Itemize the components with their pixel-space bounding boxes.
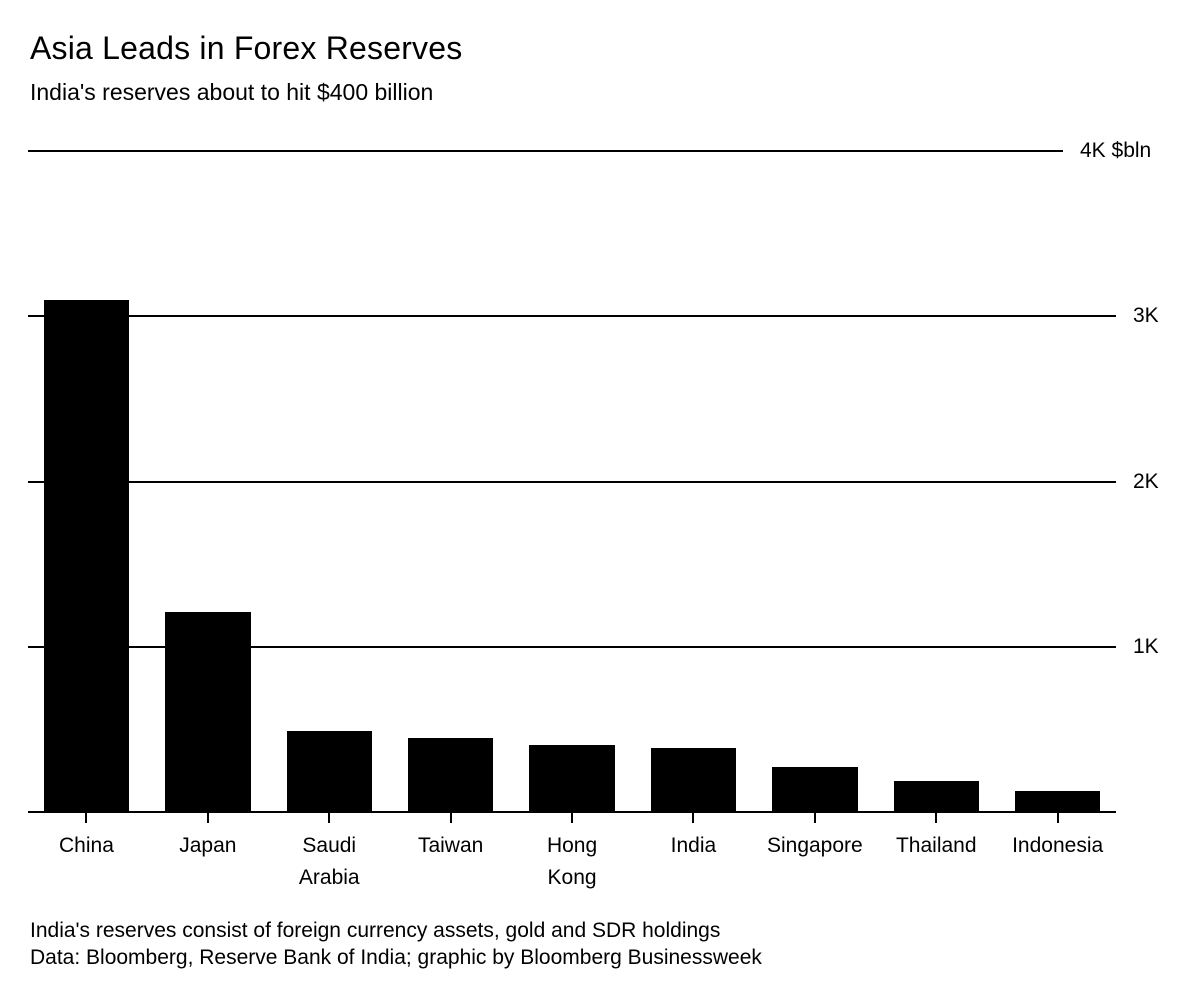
bar-japan (165, 612, 251, 812)
ytick-label-3k: 3K (1133, 304, 1159, 328)
x-axis-labels: China Japan Saudi Arabia Taiwan Hong Kong Ind… (28, 830, 1116, 910)
ytick-label-1k: 1K (1133, 634, 1159, 658)
xtick-thailand (935, 812, 938, 823)
xtick-saudi-arabia (328, 812, 331, 823)
xtick-japan (206, 812, 209, 823)
bar-taiwan (407, 738, 494, 812)
xtick-indonesia (1056, 812, 1059, 823)
xtick-china (85, 812, 88, 823)
footnotes: India's reserves consist of foreign curr… (30, 917, 762, 971)
xtick-label-thailand: Thailand (895, 834, 977, 857)
bar-singapore (772, 767, 858, 812)
bar-indonesia (1014, 791, 1101, 812)
bar-saudi-arabia (286, 731, 372, 812)
xtick-singapore (813, 812, 816, 823)
xtick-taiwan (449, 812, 452, 823)
gridline-3k (28, 315, 1116, 318)
ytick-label-4k-bln: 4K $bln (1080, 139, 1152, 162)
xtick-label-china: China (59, 834, 114, 857)
bar-india (650, 747, 737, 812)
chart-title: Asia Leads in Forex Reserves (30, 30, 463, 66)
chart-subtitle: India's reserves about to hit $400 billi… (30, 79, 434, 105)
plot-area: 4K $bln 3K 2K 1K (28, 139, 1159, 823)
xtick-label-indonesia: Indonesia (1012, 834, 1104, 857)
gridline-1k (28, 645, 1116, 648)
bar-thailand (893, 780, 979, 812)
xtick-label-india: India (670, 834, 717, 857)
xtick-label-singapore: Singapore (766, 834, 863, 857)
xtick-label-japan: Japan (179, 834, 237, 857)
bar-china (43, 299, 130, 812)
xtick-label-taiwan: Taiwan (417, 834, 484, 857)
footnote-description: India's reserves consist of foreign curr… (30, 919, 721, 942)
gridline-4k-bln (28, 150, 1063, 152)
bar-hong-kong (529, 744, 615, 812)
footnote-source: Data: Bloomberg, Reserve Bank of India; … (30, 946, 762, 969)
xtick-hong-kong (571, 812, 574, 823)
gridline-2k (28, 480, 1116, 483)
ytick-label-2k: 2K (1133, 469, 1159, 493)
xtick-india (692, 812, 695, 823)
xtick-label-saudi-arabia: Saudi Arabia (298, 834, 360, 889)
xtick-label-hong-kong: Hong Kong (546, 834, 598, 889)
